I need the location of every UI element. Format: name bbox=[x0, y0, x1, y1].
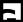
Text: FIG. 2: FIG. 2 bbox=[0, 8, 23, 22]
Text: 200: 200 bbox=[18, 0, 23, 1]
Text: $V_D$ = 0.1V: $V_D$ = 0.1V bbox=[5, 0, 23, 20]
Text: Thin i layer,
203: Thin i layer, 203 bbox=[14, 0, 23, 22]
Text: Thick i layer,
204: Thick i layer, 204 bbox=[15, 0, 23, 22]
Text: No blocking
stack, 201: No blocking stack, 201 bbox=[15, 0, 23, 22]
Text: No i layer, 202: No i layer, 202 bbox=[15, 1, 23, 19]
